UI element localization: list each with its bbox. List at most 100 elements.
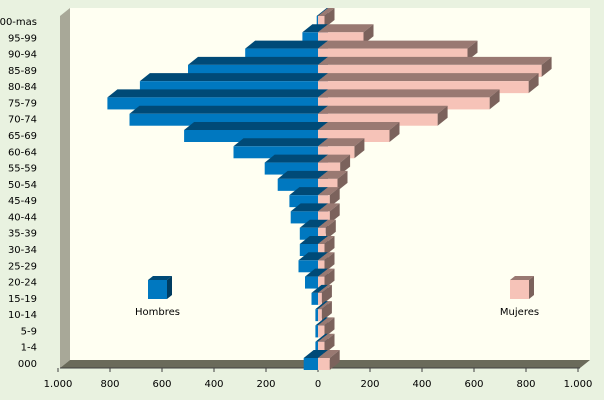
bar — [318, 260, 325, 273]
y-tick-label: 10-14 — [8, 310, 37, 321]
x-tick-label: 200 — [360, 379, 379, 390]
bar — [311, 292, 318, 305]
x-tick-label: 800 — [100, 379, 119, 390]
legend-swatch — [148, 280, 167, 299]
bar-side — [354, 138, 365, 159]
bar-side — [489, 89, 500, 110]
x-tick-label: 1.000 — [44, 379, 73, 390]
bar-top — [318, 203, 340, 212]
x-tick-label: 1.000 — [564, 379, 593, 390]
bar-top — [245, 40, 328, 49]
bar-side — [324, 8, 335, 28]
legend-label: Mujeres — [500, 307, 539, 318]
bar-top — [290, 203, 328, 212]
bar — [305, 276, 318, 289]
bar-top — [311, 284, 328, 293]
y-tick-label: 30-34 — [8, 245, 37, 256]
bar-top — [318, 122, 400, 130]
y-tick-label: 100-mas — [0, 17, 37, 28]
bar — [318, 292, 322, 305]
bar-top — [318, 187, 340, 196]
bar-top — [318, 105, 448, 114]
bar — [315, 325, 318, 338]
bar-top — [299, 236, 328, 244]
bar-top — [318, 154, 351, 163]
y-tick-label: 000 — [18, 359, 37, 370]
bar — [318, 276, 325, 289]
bar-side — [363, 24, 374, 45]
bar-side — [337, 170, 348, 191]
bar — [303, 358, 318, 370]
bar-side — [437, 105, 448, 126]
bar-top — [318, 73, 539, 82]
bar-top — [318, 138, 365, 147]
legend-top — [510, 276, 534, 280]
bar-side — [541, 56, 552, 77]
x-tick-label: 400 — [204, 379, 223, 390]
bar-top — [316, 8, 328, 16]
y-tick-label: 85-89 — [8, 66, 37, 77]
bar-top — [298, 252, 328, 261]
y-tick-label: 5-9 — [21, 326, 37, 337]
bar-top — [318, 333, 335, 342]
bar-top — [318, 252, 335, 261]
legend-side — [167, 276, 172, 299]
bar-top — [289, 187, 328, 196]
y-tick-label: 20-24 — [8, 278, 37, 289]
y-tick-label: 80-84 — [8, 82, 37, 93]
bar — [298, 260, 318, 273]
bar-top — [303, 350, 328, 358]
bar — [315, 309, 318, 322]
y-tick-label: 60-64 — [8, 147, 37, 158]
y-tick-label: 35-39 — [8, 229, 37, 240]
bar-side — [324, 333, 335, 354]
x-tick-label: 600 — [464, 379, 483, 390]
bar-top — [318, 40, 478, 49]
y-tick-label: 95-99 — [8, 33, 37, 44]
bar-top — [129, 105, 328, 114]
bar-side — [324, 236, 335, 256]
bar — [318, 309, 322, 322]
bar-top — [305, 268, 328, 277]
bar-top — [184, 122, 328, 130]
bar-side — [467, 40, 478, 61]
legend-swatch — [510, 280, 529, 299]
bar — [318, 16, 325, 28]
bar-top — [315, 301, 328, 310]
bar — [316, 16, 318, 28]
y-tick-label: 50-54 — [8, 180, 37, 191]
legend-label: Hombres — [135, 307, 180, 318]
bar-top — [302, 24, 328, 33]
y-tick-label: 55-59 — [8, 164, 37, 175]
bar-side — [329, 203, 340, 224]
bar-top — [318, 8, 335, 16]
bar — [318, 227, 326, 240]
bar — [318, 244, 325, 256]
bar-side — [340, 154, 351, 175]
left-wall — [60, 8, 70, 368]
bar — [318, 358, 330, 370]
bar-side — [528, 73, 539, 94]
y-tick-label: 40-44 — [8, 212, 37, 223]
bar-top — [318, 350, 340, 358]
bar-top — [318, 268, 335, 277]
bar — [318, 341, 325, 354]
bar-top — [318, 317, 335, 326]
y-tick-label: 1-4 — [21, 343, 37, 354]
bar-side — [324, 268, 335, 289]
bar-top — [264, 154, 328, 163]
bar-side — [324, 252, 335, 273]
y-tick-label: 25-29 — [8, 261, 37, 272]
bar — [318, 195, 330, 208]
bar-top — [318, 89, 500, 98]
bar-top — [188, 56, 328, 65]
bar-side — [325, 219, 336, 240]
x-tick-label: 200 — [256, 379, 275, 390]
bar-top — [318, 236, 335, 244]
bar-top — [277, 170, 328, 179]
x-tick-label: 600 — [152, 379, 171, 390]
y-tick-label: 15-19 — [8, 294, 37, 305]
x-tick-label: 0 — [315, 379, 321, 390]
bar-top — [139, 73, 328, 82]
